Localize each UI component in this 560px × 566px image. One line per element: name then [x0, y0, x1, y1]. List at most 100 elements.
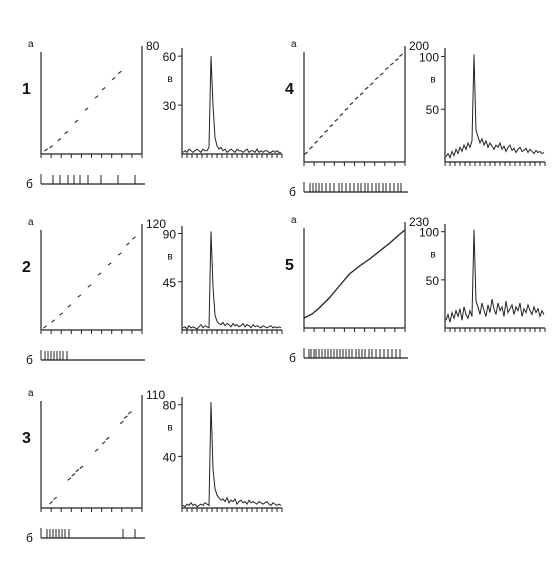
plot-v-label: в [167, 423, 172, 434]
plot-a-point [344, 107, 349, 111]
plot-a-point [329, 124, 334, 128]
plot-a-label: а [28, 217, 34, 228]
plot-a-point [125, 242, 130, 246]
plot-a-point [319, 135, 324, 139]
plot-a-point [75, 468, 80, 473]
plot-a-point [389, 62, 394, 66]
plot-b-label: б [26, 531, 33, 545]
plot-a-point [394, 58, 399, 62]
plot-a-point [43, 325, 48, 329]
plot-a-point [49, 145, 54, 149]
plot-a-y-max-label: 230 [409, 215, 429, 229]
plot-v-y-tick-label: 100 [419, 50, 439, 64]
plot-b-label: б [289, 351, 296, 365]
plot-a-y-max-label: 120 [146, 217, 166, 231]
plot-v-y-tick-label: 60 [163, 50, 177, 64]
plot-a-point [51, 319, 56, 323]
plot-a-point [74, 119, 79, 124]
plot-a-point [107, 262, 112, 266]
plot-a-point [59, 312, 64, 316]
plot-a-label: а [28, 39, 34, 50]
plot-a-point [349, 102, 354, 106]
plot-a-point [123, 415, 128, 419]
plot-v-label: в [430, 250, 435, 261]
panel-number: 2 [22, 259, 31, 276]
plot-a-point [131, 236, 136, 240]
plot-b-label: б [26, 353, 33, 367]
panel-number: 1 [22, 81, 31, 98]
plot-b: б [26, 174, 145, 191]
plot-v: 60 30 в [163, 48, 283, 158]
plot-a-point [57, 138, 62, 142]
plot-v-trace [445, 229, 545, 323]
plot-a: а 110 [28, 388, 165, 512]
plot-a-point [67, 304, 72, 308]
plot-a-point [309, 146, 314, 150]
plot-a: а 230 [291, 215, 429, 332]
panel-2: 2 а 120 б 90 45 в [22, 217, 283, 367]
plot-a-point [101, 441, 106, 445]
plot-a-label: а [28, 388, 34, 399]
plot-v: 100 50 в [419, 48, 546, 166]
plot-a-point [87, 284, 92, 288]
plot-v-y-tick-label: 80 [163, 399, 177, 413]
plot-a-point [94, 448, 99, 452]
plot-a-label: а [291, 39, 297, 50]
plot-b: б [289, 348, 408, 365]
plot-a: а 80 [28, 39, 160, 158]
plot-a-point [117, 70, 122, 75]
plot-a: а 200 [291, 39, 429, 166]
plot-a-label: а [291, 215, 297, 226]
plot-v-trace [182, 402, 282, 508]
plot-a-point [339, 113, 344, 117]
plot-a-point [117, 252, 122, 256]
plot-v-label: в [167, 74, 172, 85]
plot-a-point [71, 473, 76, 477]
plot-a-point [101, 87, 106, 91]
plot-a-point [105, 436, 110, 441]
plot-v-trace [445, 54, 545, 160]
plot-a-point [64, 130, 69, 135]
plot-a-point [398, 53, 403, 57]
plot-a-point [44, 148, 49, 152]
plot-a: а 120 [28, 217, 166, 334]
plot-v: 100 50 в [419, 224, 546, 332]
plot-b: б [26, 528, 145, 545]
plot-v-y-tick-label: 45 [163, 276, 177, 290]
panel-3: 3 а 110 б 80 40 в [22, 388, 283, 545]
plot-a-point [324, 129, 329, 133]
plot-a-point [79, 465, 84, 470]
panel-number: 3 [22, 430, 31, 447]
plot-a-point [364, 86, 369, 90]
plot-a-point [369, 82, 374, 86]
plot-a-point [77, 294, 82, 298]
plot-v-trace [182, 231, 282, 330]
plot-b: б [289, 182, 408, 199]
plot-a-point [127, 411, 132, 415]
plot-v-y-tick-label: 30 [163, 99, 177, 113]
plot-b: б [26, 350, 145, 367]
plot-a-point [119, 420, 124, 425]
plot-a-y-max-label: 80 [146, 39, 160, 53]
panel-number: 4 [285, 81, 294, 98]
plot-v-y-tick-label: 40 [163, 450, 177, 464]
plot-b-label: б [26, 177, 33, 191]
plot-v-label: в [167, 252, 172, 263]
plot-v: 80 40 в [163, 397, 283, 512]
plot-a-series-line [303, 229, 406, 319]
plot-a-y-max-label: 110 [146, 388, 165, 402]
panel-5: 5 а 230 б 100 50 в [285, 215, 546, 365]
plot-a-point [111, 76, 116, 81]
panel-4: 4 а 200 б 100 50 в [285, 39, 546, 199]
plot-b-label: б [289, 185, 296, 199]
plot-a-point [334, 118, 339, 122]
plot-a-point [359, 92, 364, 96]
plot-a-point [304, 151, 308, 155]
plot-a-point [94, 95, 99, 99]
plot-a-point [379, 72, 384, 76]
plot-a-point [384, 66, 389, 71]
plot-a-point [53, 496, 58, 501]
plot-v: 90 45 в [163, 226, 283, 334]
plot-a-point [314, 140, 319, 144]
